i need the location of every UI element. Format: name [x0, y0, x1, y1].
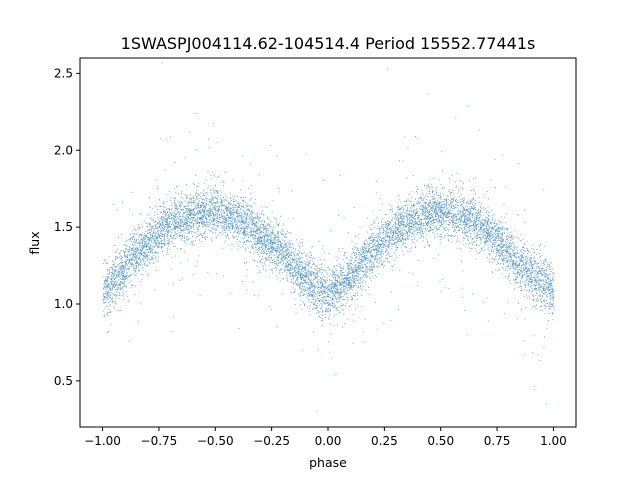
- y-axis: 0.5 1.0 1.5 2.0 2.5: [54, 66, 80, 388]
- x-tick-label: −0.50: [197, 434, 234, 448]
- x-axis: −1.00 −0.75 −0.50 −0.25 0.00 0.25 0.50 0.75 1.00: [84, 427, 567, 448]
- x-tick-label: 0.25: [371, 434, 398, 448]
- x-tick-label: −0.75: [141, 434, 178, 448]
- data-points: [102, 62, 555, 412]
- y-tick-label: 0.5: [54, 374, 73, 388]
- x-tick-label: −1.00: [84, 434, 121, 448]
- y-tick-label: 2.0: [54, 143, 73, 157]
- y-tick-label: 1.0: [54, 297, 73, 311]
- x-tick-label: −0.25: [253, 434, 290, 448]
- x-axis-label: phase: [309, 455, 347, 470]
- scatter-point-cloud: [102, 62, 555, 412]
- y-tick-label: 1.5: [54, 220, 73, 234]
- x-tick-label: 0.75: [484, 434, 511, 448]
- x-tick-label: 0.00: [315, 434, 342, 448]
- chart-title: 1SWASPJ004114.62-104514.4 Period 15552.7…: [121, 34, 536, 53]
- x-tick-label: 0.50: [427, 434, 454, 448]
- x-tick-label: 1.00: [540, 434, 567, 448]
- y-tick-label: 2.5: [54, 66, 73, 80]
- y-axis-label: flux: [27, 231, 42, 254]
